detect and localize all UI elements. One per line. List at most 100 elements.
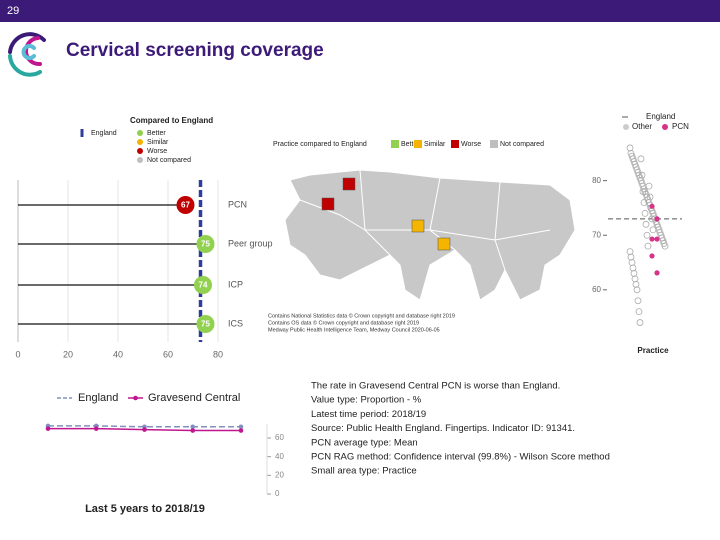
legend-swatch <box>133 395 138 401</box>
legend-label: Similar <box>147 139 169 146</box>
legend-swatch <box>391 140 399 148</box>
legend-label: Better <box>401 141 420 148</box>
legend-swatch <box>662 124 668 130</box>
point <box>635 308 643 316</box>
slide-number: 29 <box>7 5 19 17</box>
legend-swatch <box>137 139 143 145</box>
legend-label: Similar <box>424 141 446 148</box>
header-bar <box>0 0 720 22</box>
legend-label: Worse <box>461 141 481 148</box>
slide-title: Cervical screening coverage <box>66 40 324 61</box>
x-tick-label: 20 <box>63 349 73 359</box>
category-label: PCN <box>228 199 247 209</box>
legend-swatch <box>414 140 422 148</box>
point <box>644 242 652 250</box>
legend-label: PCN <box>672 122 689 131</box>
logo <box>8 32 46 77</box>
point <box>654 236 660 242</box>
x-tick-label: 40 <box>113 349 123 359</box>
marker <box>142 427 147 432</box>
y-tick-label: 60 <box>592 285 601 294</box>
y-tick-label: 20 <box>275 470 284 479</box>
chart-title: Last 5 years to 2018/19 <box>85 503 205 515</box>
value-label: 75 <box>201 320 210 329</box>
category-label: Peer group <box>228 238 273 248</box>
point <box>661 242 669 250</box>
map <box>284 169 576 301</box>
y-tick-label: 80 <box>592 176 601 185</box>
point <box>649 226 657 234</box>
practice-marker <box>342 177 356 191</box>
description-line: Small area type: Practice <box>311 466 417 477</box>
description-line: PCN average type: Mean <box>311 437 418 448</box>
legend-swatch <box>623 124 629 130</box>
point <box>649 253 655 259</box>
dot <box>196 235 215 253</box>
map-credit: Contains National Statistics data © Crow… <box>268 312 455 319</box>
point <box>654 270 660 276</box>
point <box>628 259 636 266</box>
map-credit: Contains OS data © Crown copyright and d… <box>268 319 419 326</box>
point <box>640 199 648 206</box>
dot <box>176 196 195 214</box>
legend-swatch <box>490 140 498 148</box>
dot <box>194 276 212 294</box>
legend-label: Other <box>632 122 652 131</box>
legend-title: Compared to England <box>130 116 213 125</box>
description-line: The rate in Gravesend Central PCN is wor… <box>311 381 560 392</box>
value-label: 74 <box>199 281 208 290</box>
y-tick-label: 60 <box>275 433 284 442</box>
legend-label: Better <box>147 130 166 137</box>
point <box>654 216 660 222</box>
legend-label: Not compared <box>500 141 544 148</box>
legend-swatch <box>137 130 143 136</box>
x-tick-label: 80 <box>213 349 223 359</box>
legend-swatch <box>451 140 459 148</box>
legend-title: Practice compared to England <box>273 141 367 148</box>
marker <box>93 426 99 431</box>
description-line: Value type: Proportion - % <box>311 395 422 406</box>
point <box>634 297 642 305</box>
map-credit: Medway Public Health Intelligence Team, … <box>268 327 440 333</box>
practice-marker <box>411 219 425 233</box>
legend-label: England <box>646 112 675 121</box>
point <box>626 144 634 152</box>
description-line: PCN RAG method: Confidence interval (99.… <box>311 452 610 463</box>
point <box>645 182 653 190</box>
point <box>641 209 649 217</box>
point <box>649 236 655 242</box>
point <box>649 203 655 209</box>
line <box>48 425 241 428</box>
point <box>636 319 644 326</box>
point <box>632 280 640 288</box>
x-tick-label: 0 <box>15 349 20 359</box>
map-boundaries <box>299 169 551 271</box>
description-line: Latest time period: 2018/19 <box>311 409 426 420</box>
practice-marker <box>437 237 451 251</box>
marker <box>190 424 196 430</box>
marker <box>190 428 196 433</box>
y-tick-label: 70 <box>592 230 601 239</box>
point <box>633 286 641 294</box>
category-label: ICS <box>228 318 243 328</box>
point <box>642 220 650 228</box>
y-tick-label: 0 <box>275 489 280 498</box>
point <box>626 248 634 256</box>
point <box>630 270 638 277</box>
legend-label: England <box>91 130 117 137</box>
legend-swatch <box>137 148 143 154</box>
point <box>643 231 651 239</box>
point <box>638 171 646 179</box>
point <box>637 155 645 163</box>
point <box>631 275 639 283</box>
x-axis-label: Practice <box>637 346 669 355</box>
point <box>639 188 647 195</box>
point <box>627 253 635 261</box>
point <box>629 264 637 272</box>
legend-label: Worse <box>147 148 167 155</box>
y-tick-label: 40 <box>275 452 284 461</box>
marker <box>45 426 51 431</box>
legend-label: England <box>78 392 118 404</box>
legend-label: Gravesend Central <box>148 392 240 404</box>
